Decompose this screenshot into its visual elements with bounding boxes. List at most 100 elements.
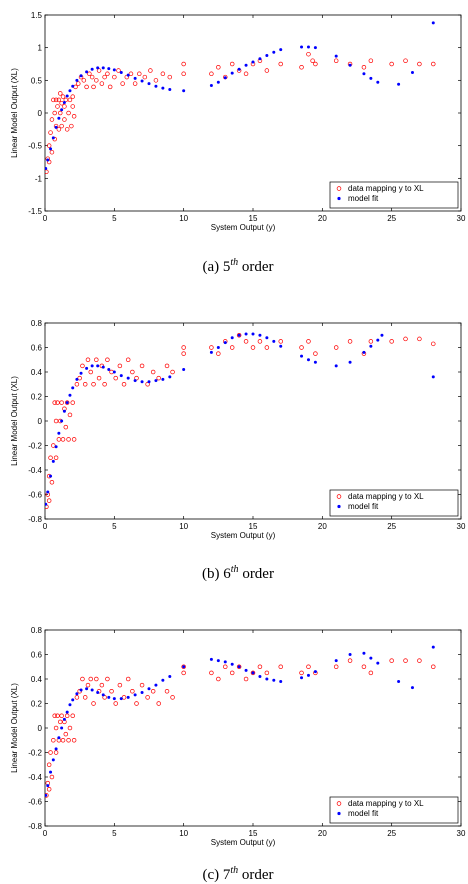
y-tick-label: -0.4 bbox=[28, 466, 42, 475]
model-fit-point bbox=[133, 379, 137, 383]
data-point bbox=[88, 369, 94, 375]
data-point bbox=[333, 345, 339, 350]
model-fit-point bbox=[376, 338, 380, 342]
data-point bbox=[55, 104, 60, 109]
data-point bbox=[85, 682, 91, 688]
y-tick-label: -1.5 bbox=[28, 207, 42, 216]
model-fit-point bbox=[101, 66, 105, 70]
model-fit-point bbox=[140, 380, 144, 384]
model-fit-point bbox=[209, 657, 213, 661]
model-fit-point bbox=[65, 710, 69, 714]
data-point bbox=[45, 169, 49, 175]
y-tick-label: 0.6 bbox=[31, 344, 43, 353]
data-point bbox=[58, 719, 63, 725]
data-point bbox=[299, 670, 304, 676]
data-point bbox=[109, 688, 114, 694]
y-tick-label: -0.2 bbox=[28, 442, 42, 451]
model-fit-point bbox=[147, 687, 151, 691]
data-point bbox=[58, 91, 63, 96]
model-fit-point bbox=[140, 79, 144, 83]
y-axis-label: Linear Model Output (XL) bbox=[10, 68, 19, 158]
data-point bbox=[53, 725, 59, 731]
x-tick-label: 15 bbox=[249, 214, 258, 223]
data-point bbox=[306, 664, 311, 669]
model-fit-point bbox=[334, 659, 338, 663]
y-tick-label: 0 bbox=[38, 724, 43, 733]
model-fit-point bbox=[57, 116, 61, 120]
model-fit-point bbox=[62, 409, 66, 413]
data-point bbox=[347, 339, 353, 344]
legend-box bbox=[329, 489, 459, 517]
data-point bbox=[70, 713, 75, 718]
x-tick-label: 30 bbox=[457, 829, 466, 838]
model-fit-point bbox=[369, 76, 373, 80]
legend-fit-marker bbox=[337, 196, 341, 201]
data-point bbox=[59, 713, 64, 718]
model-fit-point bbox=[51, 459, 55, 463]
model-fit-point bbox=[147, 380, 151, 384]
data-point bbox=[46, 143, 52, 148]
data-point bbox=[70, 400, 75, 405]
data-point bbox=[145, 695, 150, 700]
data-point bbox=[63, 424, 69, 430]
data-point bbox=[74, 695, 80, 700]
model-fit-point bbox=[49, 474, 53, 478]
model-fit-point bbox=[348, 653, 352, 656]
x-tick-label: 30 bbox=[457, 522, 466, 531]
data-point bbox=[250, 670, 256, 676]
model-fit-point bbox=[46, 158, 50, 162]
model-fit-point bbox=[90, 364, 94, 368]
y-tick-label: 0.6 bbox=[31, 651, 43, 660]
data-point bbox=[137, 71, 142, 77]
model-fit-point bbox=[362, 72, 366, 76]
data-point bbox=[243, 676, 249, 682]
legend-fit-marker bbox=[337, 811, 341, 816]
plot-marks bbox=[45, 21, 436, 175]
data-point bbox=[125, 676, 131, 682]
x-tick-label: 15 bbox=[249, 522, 258, 531]
model-fit-point bbox=[96, 66, 100, 70]
data-point bbox=[63, 731, 69, 737]
data-point bbox=[128, 71, 134, 77]
data-point bbox=[403, 58, 408, 63]
model-fit-point bbox=[334, 54, 338, 58]
model-fit-point bbox=[85, 70, 89, 74]
plot-marks bbox=[45, 645, 436, 798]
model-fit-point bbox=[223, 660, 227, 664]
data-point bbox=[96, 68, 102, 73]
x-tick-label: 15 bbox=[249, 829, 258, 838]
data-point bbox=[243, 339, 249, 344]
model-fit-point bbox=[85, 366, 89, 370]
data-point bbox=[417, 61, 422, 67]
model-fit-point bbox=[62, 101, 66, 105]
data-point bbox=[306, 51, 311, 57]
model-fit-point bbox=[60, 108, 64, 112]
x-tick-label: 5 bbox=[112, 522, 117, 531]
y-tick-label: 0.2 bbox=[31, 393, 43, 402]
x-tick-label: 5 bbox=[112, 829, 117, 838]
model-fit-point bbox=[85, 687, 89, 691]
model-fit-point bbox=[161, 86, 165, 90]
data-point bbox=[60, 437, 66, 442]
y-tick-label: 0.4 bbox=[31, 368, 43, 377]
data-point bbox=[59, 400, 64, 405]
x-axis-label: System Output (y) bbox=[211, 838, 276, 847]
model-fit-point bbox=[251, 671, 255, 675]
data-point bbox=[164, 688, 170, 694]
legend-entry: model fit bbox=[348, 502, 379, 511]
model-fit-point bbox=[79, 371, 83, 375]
model-fit-point bbox=[79, 74, 83, 78]
model-fit-point bbox=[68, 393, 72, 397]
x-tick-label: 10 bbox=[179, 522, 188, 531]
data-point bbox=[56, 97, 62, 103]
model-fit-point bbox=[258, 675, 262, 679]
x-axis-label: System Output (y) bbox=[211, 223, 276, 232]
y-tick-label: 0.5 bbox=[31, 76, 43, 85]
plot-frame bbox=[44, 14, 462, 212]
data-point bbox=[216, 351, 221, 356]
data-point bbox=[60, 737, 66, 743]
model-fit-point bbox=[258, 333, 262, 337]
data-point bbox=[69, 123, 74, 129]
plot-frame bbox=[44, 322, 462, 520]
model-fit-point bbox=[300, 45, 304, 49]
